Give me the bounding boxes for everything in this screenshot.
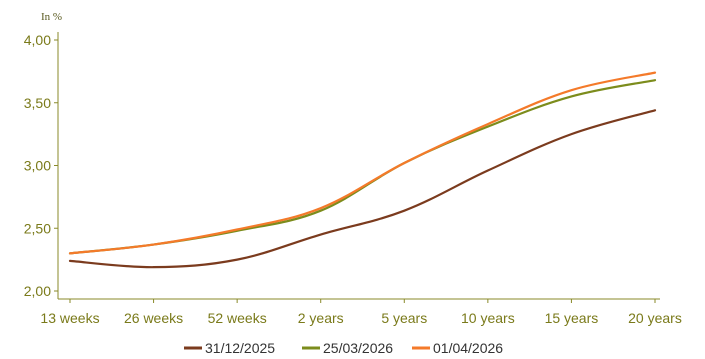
x-tick-label: 5 years <box>381 310 427 326</box>
y-axis: 2,00 2,50 3,00 3,50 4,00 <box>24 32 59 299</box>
legend-label-1: 31/12/2025 <box>205 340 275 356</box>
legend: 31/12/2025 25/03/2026 01/04/2026 <box>184 340 503 356</box>
x-tick-label: 26 weeks <box>124 310 183 326</box>
x-tick-label: 15 years <box>545 310 599 326</box>
series-line-1 <box>68 109 657 269</box>
x-axis: 13 weeks 26 weeks 52 weeks 2 years 5 years 10… <box>40 298 682 326</box>
y-tick-label: 3,50 <box>24 95 51 111</box>
legend-label-2: 25/03/2026 <box>323 340 393 356</box>
x-tick-label: 52 weeks <box>208 310 267 326</box>
y-unit-label: In % <box>41 11 62 23</box>
y-tick-label: 3,00 <box>24 158 51 174</box>
legend-label-3: 01/04/2026 <box>433 340 503 356</box>
x-tick-label: 2 years <box>298 310 344 326</box>
x-tick-label: 20 years <box>628 310 682 326</box>
y-tick-label: 2,00 <box>24 283 51 299</box>
y-tick-label: 4,00 <box>24 32 51 48</box>
series-lines <box>68 71 657 269</box>
y-tick-label: 2,50 <box>24 220 51 236</box>
series-line-3 <box>68 71 657 255</box>
series-line-2 <box>68 79 657 255</box>
x-tick-label: 13 weeks <box>40 310 99 326</box>
x-tick-label: 10 years <box>461 310 515 326</box>
